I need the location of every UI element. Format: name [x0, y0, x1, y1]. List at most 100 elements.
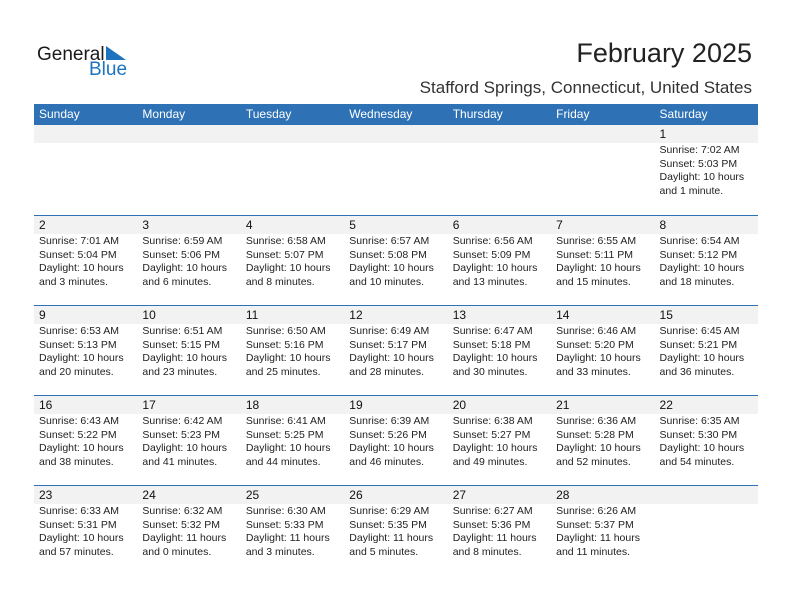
sunset: Sunset: 5:08 PM: [349, 248, 427, 261]
sunrise: Sunrise: 6:26 AM: [556, 505, 637, 517]
sunset: Sunset: 5:17 PM: [349, 338, 427, 351]
sunrise: Sunrise: 6:51 AM: [142, 325, 223, 337]
day-number: 9: [34, 306, 138, 324]
sunrise: Sunrise: 6:59 AM: [142, 235, 223, 247]
sunrise: Sunrise: 6:39 AM: [349, 415, 430, 427]
sunrise: Sunrise: 6:47 AM: [452, 325, 533, 337]
day-cell: 28 Sunrise: 6:26 AM Sunset: 5:37 PM Dayligh…: [551, 486, 655, 575]
day-number: 7: [551, 216, 655, 234]
day-number: 13: [447, 306, 552, 324]
day-cell: 7 Sunrise: 6:55 AM Sunset: 5:11 PM Daylight…: [551, 216, 655, 305]
daylight-minutes: and 6 minutes.: [142, 275, 212, 288]
daylight-minutes: and 49 minutes.: [452, 455, 528, 468]
day-cell: 8 Sunrise: 6:54 AM Sunset: 5:12 PM Daylight…: [654, 216, 758, 305]
sunrise: Sunrise: 6:54 AM: [659, 235, 740, 247]
day-cell: 18 Sunrise: 6:41 AM Sunset: 5:25 PM Dayligh…: [240, 396, 345, 485]
day-number: 3: [137, 216, 241, 234]
day-number: [447, 125, 552, 143]
daylight: Daylight: 10 hours: [349, 262, 434, 274]
week-row: 16 Sunrise: 6:43 AM Sunset: 5:22 PM Dayligh…: [34, 395, 758, 485]
day-cell: 4 Sunrise: 6:58 AM Sunset: 5:07 PM Daylight…: [240, 216, 345, 305]
sunrise: Sunrise: 6:58 AM: [245, 235, 326, 247]
sunset: Sunset: 5:33 PM: [245, 518, 324, 531]
weekday-tuesday: Tuesday: [245, 107, 292, 121]
day-number: [240, 125, 345, 143]
daylight: Daylight: 10 hours: [39, 352, 124, 364]
daylight-minutes: and 33 minutes.: [556, 365, 631, 378]
sunset: Sunset: 5:26 PM: [349, 428, 427, 441]
location: Stafford Springs, Connecticut, United St…: [419, 78, 752, 97]
sunset: Sunset: 5:18 PM: [452, 338, 531, 351]
sunrise: Sunrise: 6:55 AM: [556, 235, 637, 247]
daylight-minutes: and 0 minutes.: [142, 545, 212, 558]
daylight-minutes: and 13 minutes.: [452, 275, 528, 288]
day-number: 17: [137, 396, 241, 414]
daylight-minutes: and 8 minutes.: [452, 545, 522, 558]
logo-blue: Blue: [89, 59, 128, 80]
daylight-minutes: and 54 minutes.: [659, 455, 735, 468]
day-cell: [551, 125, 655, 215]
day-number: 2: [34, 216, 138, 234]
sunrise: Sunrise: 6:27 AM: [452, 505, 533, 517]
day-number: [344, 125, 448, 143]
sunset: Sunset: 5:04 PM: [39, 248, 117, 261]
day-number: 15: [654, 306, 758, 324]
day-cell: 13 Sunrise: 6:47 AM Sunset: 5:18 PM Dayligh…: [447, 306, 552, 395]
day-cell: 27 Sunrise: 6:27 AM Sunset: 5:36 PM Dayligh…: [447, 486, 552, 575]
day-number: 4: [240, 216, 345, 234]
day-cell: [447, 125, 552, 215]
daylight: Daylight: 10 hours: [39, 262, 124, 274]
day-cell: [240, 125, 345, 215]
daylight: Daylight: 10 hours: [452, 262, 538, 274]
daylight: Daylight: 10 hours: [659, 442, 745, 454]
sunset: Sunset: 5:23 PM: [142, 428, 221, 441]
sunset: Sunset: 5:31 PM: [39, 518, 117, 531]
sunrise: Sunrise: 6:46 AM: [556, 325, 637, 337]
daylight: Daylight: 10 hours: [245, 442, 331, 454]
weekday-wednesday: Wednesday: [349, 107, 413, 121]
day-number: [34, 125, 138, 143]
day-cell: 24 Sunrise: 6:32 AM Sunset: 5:32 PM Dayligh…: [137, 486, 241, 575]
daylight: Daylight: 10 hours: [142, 352, 228, 364]
sunrise: Sunrise: 6:57 AM: [349, 235, 430, 247]
week-row: 2 Sunrise: 7:01 AM Sunset: 5:04 PM Daylight…: [34, 215, 758, 305]
sunrise: Sunrise: 6:35 AM: [659, 415, 740, 427]
daylight: Daylight: 10 hours: [556, 352, 641, 364]
sunset: Sunset: 5:35 PM: [349, 518, 427, 531]
sunset: Sunset: 5:03 PM: [659, 157, 738, 170]
daylight: Daylight: 10 hours: [142, 262, 228, 274]
daylight-minutes: and 3 minutes.: [245, 545, 315, 558]
daylight-minutes: and 57 minutes.: [39, 545, 114, 558]
day-cell: 23 Sunrise: 6:33 AM Sunset: 5:31 PM Dayligh…: [34, 486, 138, 575]
day-cell: 17 Sunrise: 6:42 AM Sunset: 5:23 PM Dayligh…: [137, 396, 241, 485]
daylight: Daylight: 11 hours: [142, 532, 227, 544]
daylight-minutes: and 25 minutes.: [245, 365, 321, 378]
sunrise: Sunrise: 6:33 AM: [39, 505, 119, 517]
sunrise: Sunrise: 6:29 AM: [349, 505, 430, 517]
daylight: Daylight: 10 hours: [556, 262, 641, 274]
week-row: 23 Sunrise: 6:33 AM Sunset: 5:31 PM Dayligh…: [34, 485, 758, 575]
sunset: Sunset: 5:28 PM: [556, 428, 634, 441]
day-number: 19: [344, 396, 448, 414]
sunrise: Sunrise: 6:50 AM: [245, 325, 326, 337]
day-cell: 26 Sunrise: 6:29 AM Sunset: 5:35 PM Dayligh…: [344, 486, 448, 575]
sunset: Sunset: 5:06 PM: [142, 248, 221, 261]
day-cell: 2 Sunrise: 7:01 AM Sunset: 5:04 PM Daylight…: [34, 216, 138, 305]
daylight-minutes: and 15 minutes.: [556, 275, 631, 288]
sunset: Sunset: 5:25 PM: [245, 428, 324, 441]
daylight: Daylight: 10 hours: [245, 352, 331, 364]
day-number: 1: [654, 125, 758, 143]
sunrise: Sunrise: 6:30 AM: [245, 505, 326, 517]
week-row: 9 Sunrise: 6:53 AM Sunset: 5:13 PM Daylight…: [34, 305, 758, 395]
sunset: Sunset: 5:09 PM: [452, 248, 531, 261]
day-cell: 5 Sunrise: 6:57 AM Sunset: 5:08 PM Daylight…: [344, 216, 448, 305]
day-cell: 19 Sunrise: 6:39 AM Sunset: 5:26 PM Dayligh…: [344, 396, 448, 485]
day-number: [654, 486, 758, 504]
daylight: Daylight: 10 hours: [39, 442, 124, 454]
daylight: Daylight: 10 hours: [39, 532, 124, 544]
day-cell: 1 Sunrise: 7:02 AM Sunset: 5:03 PM Daylight…: [654, 125, 758, 215]
daylight-minutes: and 5 minutes.: [349, 545, 419, 558]
sunset: Sunset: 5:30 PM: [659, 428, 738, 441]
sunrise: Sunrise: 6:56 AM: [452, 235, 533, 247]
weekday-thursday: Thursday: [452, 107, 503, 121]
